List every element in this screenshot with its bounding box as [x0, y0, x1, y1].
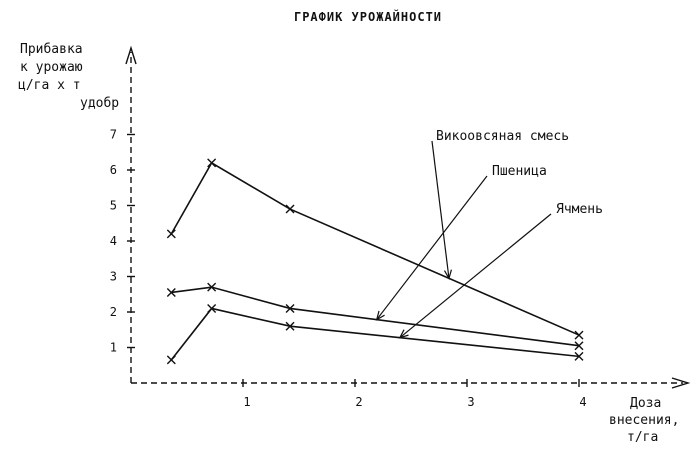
- data-point-wheat: [166, 287, 176, 297]
- chart-title: ГРАФИК УРОЖАЙНОСТИ: [294, 9, 442, 24]
- y-axis-label-line-4: удобр: [80, 96, 119, 111]
- y-axis-label-line-3: ц/га х т: [18, 78, 81, 93]
- axes: [125, 45, 691, 389]
- leader-arrowhead-vika-oat-mix: [443, 269, 453, 280]
- x-axis-arrowhead: [671, 377, 691, 389]
- data-point-wheat: [207, 282, 217, 292]
- x-axis-label-line-1: Доза: [630, 396, 661, 411]
- leader-line-wheat: [376, 175, 488, 320]
- leader-line-barley: [399, 213, 552, 339]
- data-point-barley: [574, 351, 584, 361]
- axis-ticks: 1 2 3 4 5 6 7 1 2 3 4: [110, 128, 587, 410]
- leader-arrowhead-wheat: [375, 310, 385, 321]
- data-point-vika-oat-mix: [574, 330, 584, 340]
- data-point-barley: [285, 321, 295, 331]
- y-tick-label: 2: [110, 305, 117, 319]
- series-line-vika-oat-mix: [170, 161, 580, 336]
- y-tick-label: 6: [110, 163, 117, 177]
- y-axis-arrowhead: [125, 45, 137, 65]
- data-point-vika-oat-mix: [207, 158, 217, 168]
- x-tick-label: 3: [467, 395, 474, 409]
- series-line-barley: [170, 307, 580, 361]
- x-axis-label-line-3: т/га: [627, 430, 658, 445]
- series-label-wheat: Пшеница: [492, 164, 547, 179]
- x-tick-label: 4: [579, 395, 586, 409]
- y-tick-label: 7: [110, 128, 117, 142]
- leader-arrowhead-barley: [398, 329, 409, 339]
- x-axis-label-line-2: внесения,: [609, 413, 679, 428]
- x-tick-label: 1: [243, 395, 250, 409]
- x-tick-label: 2: [355, 395, 362, 409]
- leader-line-vika-oat-mix: [431, 140, 450, 279]
- data-point-barley: [166, 355, 176, 365]
- y-axis-label-line-2: к урожаю: [20, 60, 83, 75]
- series-labels: Викоовсяная смесь Пшеница Ячмень: [375, 129, 603, 339]
- y-tick-label: 3: [110, 270, 117, 284]
- data-point-barley: [207, 303, 217, 313]
- y-tick-label: 4: [110, 234, 117, 248]
- y-tick-label: 5: [110, 199, 117, 213]
- y-axis-label-line-1: Прибавка: [20, 42, 83, 57]
- series-label-vika-oat-mix: Викоовсяная смесь: [436, 129, 569, 144]
- data-point-wheat: [574, 341, 584, 351]
- series-label-barley: Ячмень: [556, 202, 603, 217]
- y-tick-label: 1: [110, 341, 117, 355]
- data-point-vika-oat-mix: [166, 229, 176, 239]
- series-line-wheat: [171, 286, 580, 347]
- data-point-wheat: [285, 303, 295, 313]
- data-point-vika-oat-mix: [285, 204, 295, 214]
- series-layer: [166, 158, 584, 365]
